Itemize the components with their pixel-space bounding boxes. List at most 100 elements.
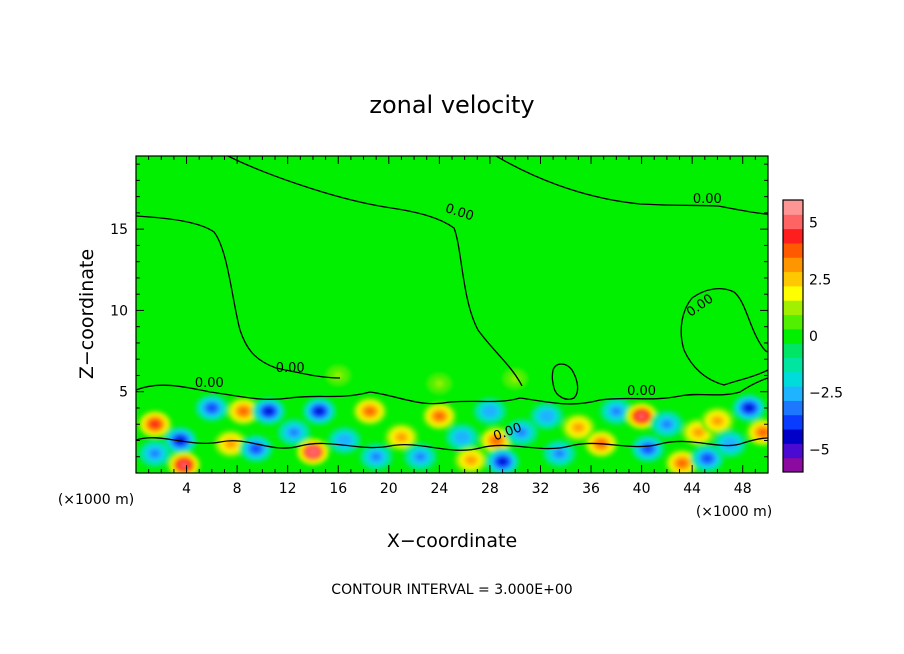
x-tick-label: 32 <box>532 481 550 497</box>
y-tick-label: 10 <box>110 303 128 319</box>
contour-line-top-right <box>495 156 768 215</box>
colorbar-swatch <box>783 457 803 473</box>
anomaly-core-13 <box>365 408 374 415</box>
x-tick-label: 20 <box>380 481 398 497</box>
colorbar-swatch <box>783 285 803 301</box>
contour-line-bottom-band <box>136 437 768 451</box>
x-tick-label: 36 <box>582 481 600 497</box>
x-tick-label: 4 <box>182 481 191 497</box>
colorbar-tick-label: −5 <box>809 442 830 458</box>
anomaly-core-34 <box>703 455 712 462</box>
colorbar-swatch <box>783 300 803 316</box>
x-tick-label: 12 <box>279 481 297 497</box>
contour-label: 0.00 <box>195 376 224 391</box>
anomaly-core-41 <box>334 372 343 379</box>
anomaly-core-37 <box>745 404 754 411</box>
x-unit-left: (×1000 m) <box>58 492 134 508</box>
colorbar-ticks: 5 2.5 0 −2.5 −5 <box>809 216 843 459</box>
colorbar-swatch <box>783 200 803 215</box>
contour-label: 0.00 <box>276 361 305 376</box>
x-axis: 4 8 12 16 20 24 28 32 36 40 44 48 <box>148 156 756 497</box>
colorbar-swatch <box>783 400 803 416</box>
colorbar-swatch <box>783 257 803 273</box>
x-tick-label: 24 <box>430 481 448 497</box>
anomaly-core-31 <box>662 421 671 428</box>
anomaly-core-24 <box>542 413 551 420</box>
anomaly-core-0 <box>150 421 159 428</box>
colorbar-swatch <box>783 386 803 401</box>
colorbar-swatch <box>783 371 803 387</box>
anomaly-core-22 <box>498 458 507 465</box>
colorbar-swatch <box>783 271 803 287</box>
anomaly-core-10 <box>315 408 324 415</box>
x-tick-label: 44 <box>683 481 701 497</box>
anomaly-core-8 <box>264 408 273 415</box>
chart-title: zonal velocity <box>369 91 534 119</box>
anomaly-core-2 <box>150 450 159 457</box>
contour-line-top-center <box>227 156 523 387</box>
colorbar-swatch <box>783 314 803 330</box>
anomaly-core-9 <box>290 429 298 436</box>
anomaly-core-18 <box>458 434 467 441</box>
anomaly-core-23 <box>517 429 526 436</box>
y-tick-label: 5 <box>119 385 128 401</box>
anomaly-core-25 <box>555 450 564 457</box>
anomaly-core-7 <box>252 445 261 452</box>
y-tick-label: 15 <box>110 222 128 238</box>
anomaly-layer <box>137 361 768 473</box>
anomaly-core-4 <box>207 404 216 411</box>
colorbar-tick-label: 5 <box>809 216 818 232</box>
anomaly-core-33 <box>694 429 703 436</box>
colorbar <box>783 200 803 473</box>
contour-label: 0.00 <box>693 192 722 207</box>
x-tick-label: 16 <box>329 481 347 497</box>
anomaly-core-28 <box>612 408 621 415</box>
contour-interval-note: CONTOUR INTERVAL = 3.000E+00 <box>331 582 572 598</box>
colorbar-swatch <box>783 443 803 459</box>
colorbar-swatch <box>783 242 803 258</box>
anomaly-core-26 <box>574 424 583 431</box>
plot-area: 0.000.000.000.000.000.000.00 <box>136 156 768 473</box>
anomaly-core-29 <box>637 413 646 420</box>
colorbar-swatch <box>783 429 803 444</box>
colorbar-tick-label: 2.5 <box>809 272 831 288</box>
colorbar-tick-label: 0 <box>809 329 818 345</box>
x-tick-label: 40 <box>633 481 651 497</box>
colorbar-swatch <box>783 343 803 358</box>
contour-label: 0.00 <box>627 384 656 399</box>
anomaly-core-14 <box>372 453 381 460</box>
x-unit-right: (×1000 m) <box>696 504 772 520</box>
y-axis: 5 10 15 <box>110 163 768 458</box>
anomaly-core-15 <box>397 434 406 441</box>
colorbar-frame <box>782 199 804 473</box>
x-tick-label: 28 <box>481 481 499 497</box>
anomaly-core-16 <box>416 453 425 460</box>
anomaly-core-38 <box>758 429 767 436</box>
anomaly-core-20 <box>485 408 494 415</box>
anomaly-core-21 <box>492 437 501 444</box>
colorbar-tick-label: −2.5 <box>809 386 843 402</box>
x-tick-label: 8 <box>233 481 242 497</box>
anomaly-core-19 <box>466 456 475 463</box>
contour-line-lower-band <box>136 377 768 405</box>
colorbar-swatch <box>783 214 803 230</box>
anomaly-core-32 <box>678 460 687 467</box>
colorbar-swatch <box>783 328 803 344</box>
colorbar-swatch <box>783 357 803 373</box>
x-tick-label: 48 <box>734 481 752 497</box>
colorbar-swatch <box>783 414 803 430</box>
x-axis-label: X−coordinate <box>387 530 517 552</box>
anomaly-core-3 <box>180 461 189 468</box>
contour-line-right-loop <box>680 287 768 386</box>
zero-contour-lines <box>136 156 768 451</box>
anomaly-core-35 <box>713 417 722 424</box>
colorbar-swatch <box>783 228 803 244</box>
anomaly-core-5 <box>226 440 235 447</box>
anomaly-core-30 <box>643 445 652 452</box>
anomaly-core-17 <box>435 413 444 420</box>
anomaly-core-11 <box>308 448 317 455</box>
anomaly-core-39 <box>435 380 444 387</box>
contour-line-upper-left <box>136 215 341 379</box>
anomaly-core-12 <box>340 437 349 444</box>
